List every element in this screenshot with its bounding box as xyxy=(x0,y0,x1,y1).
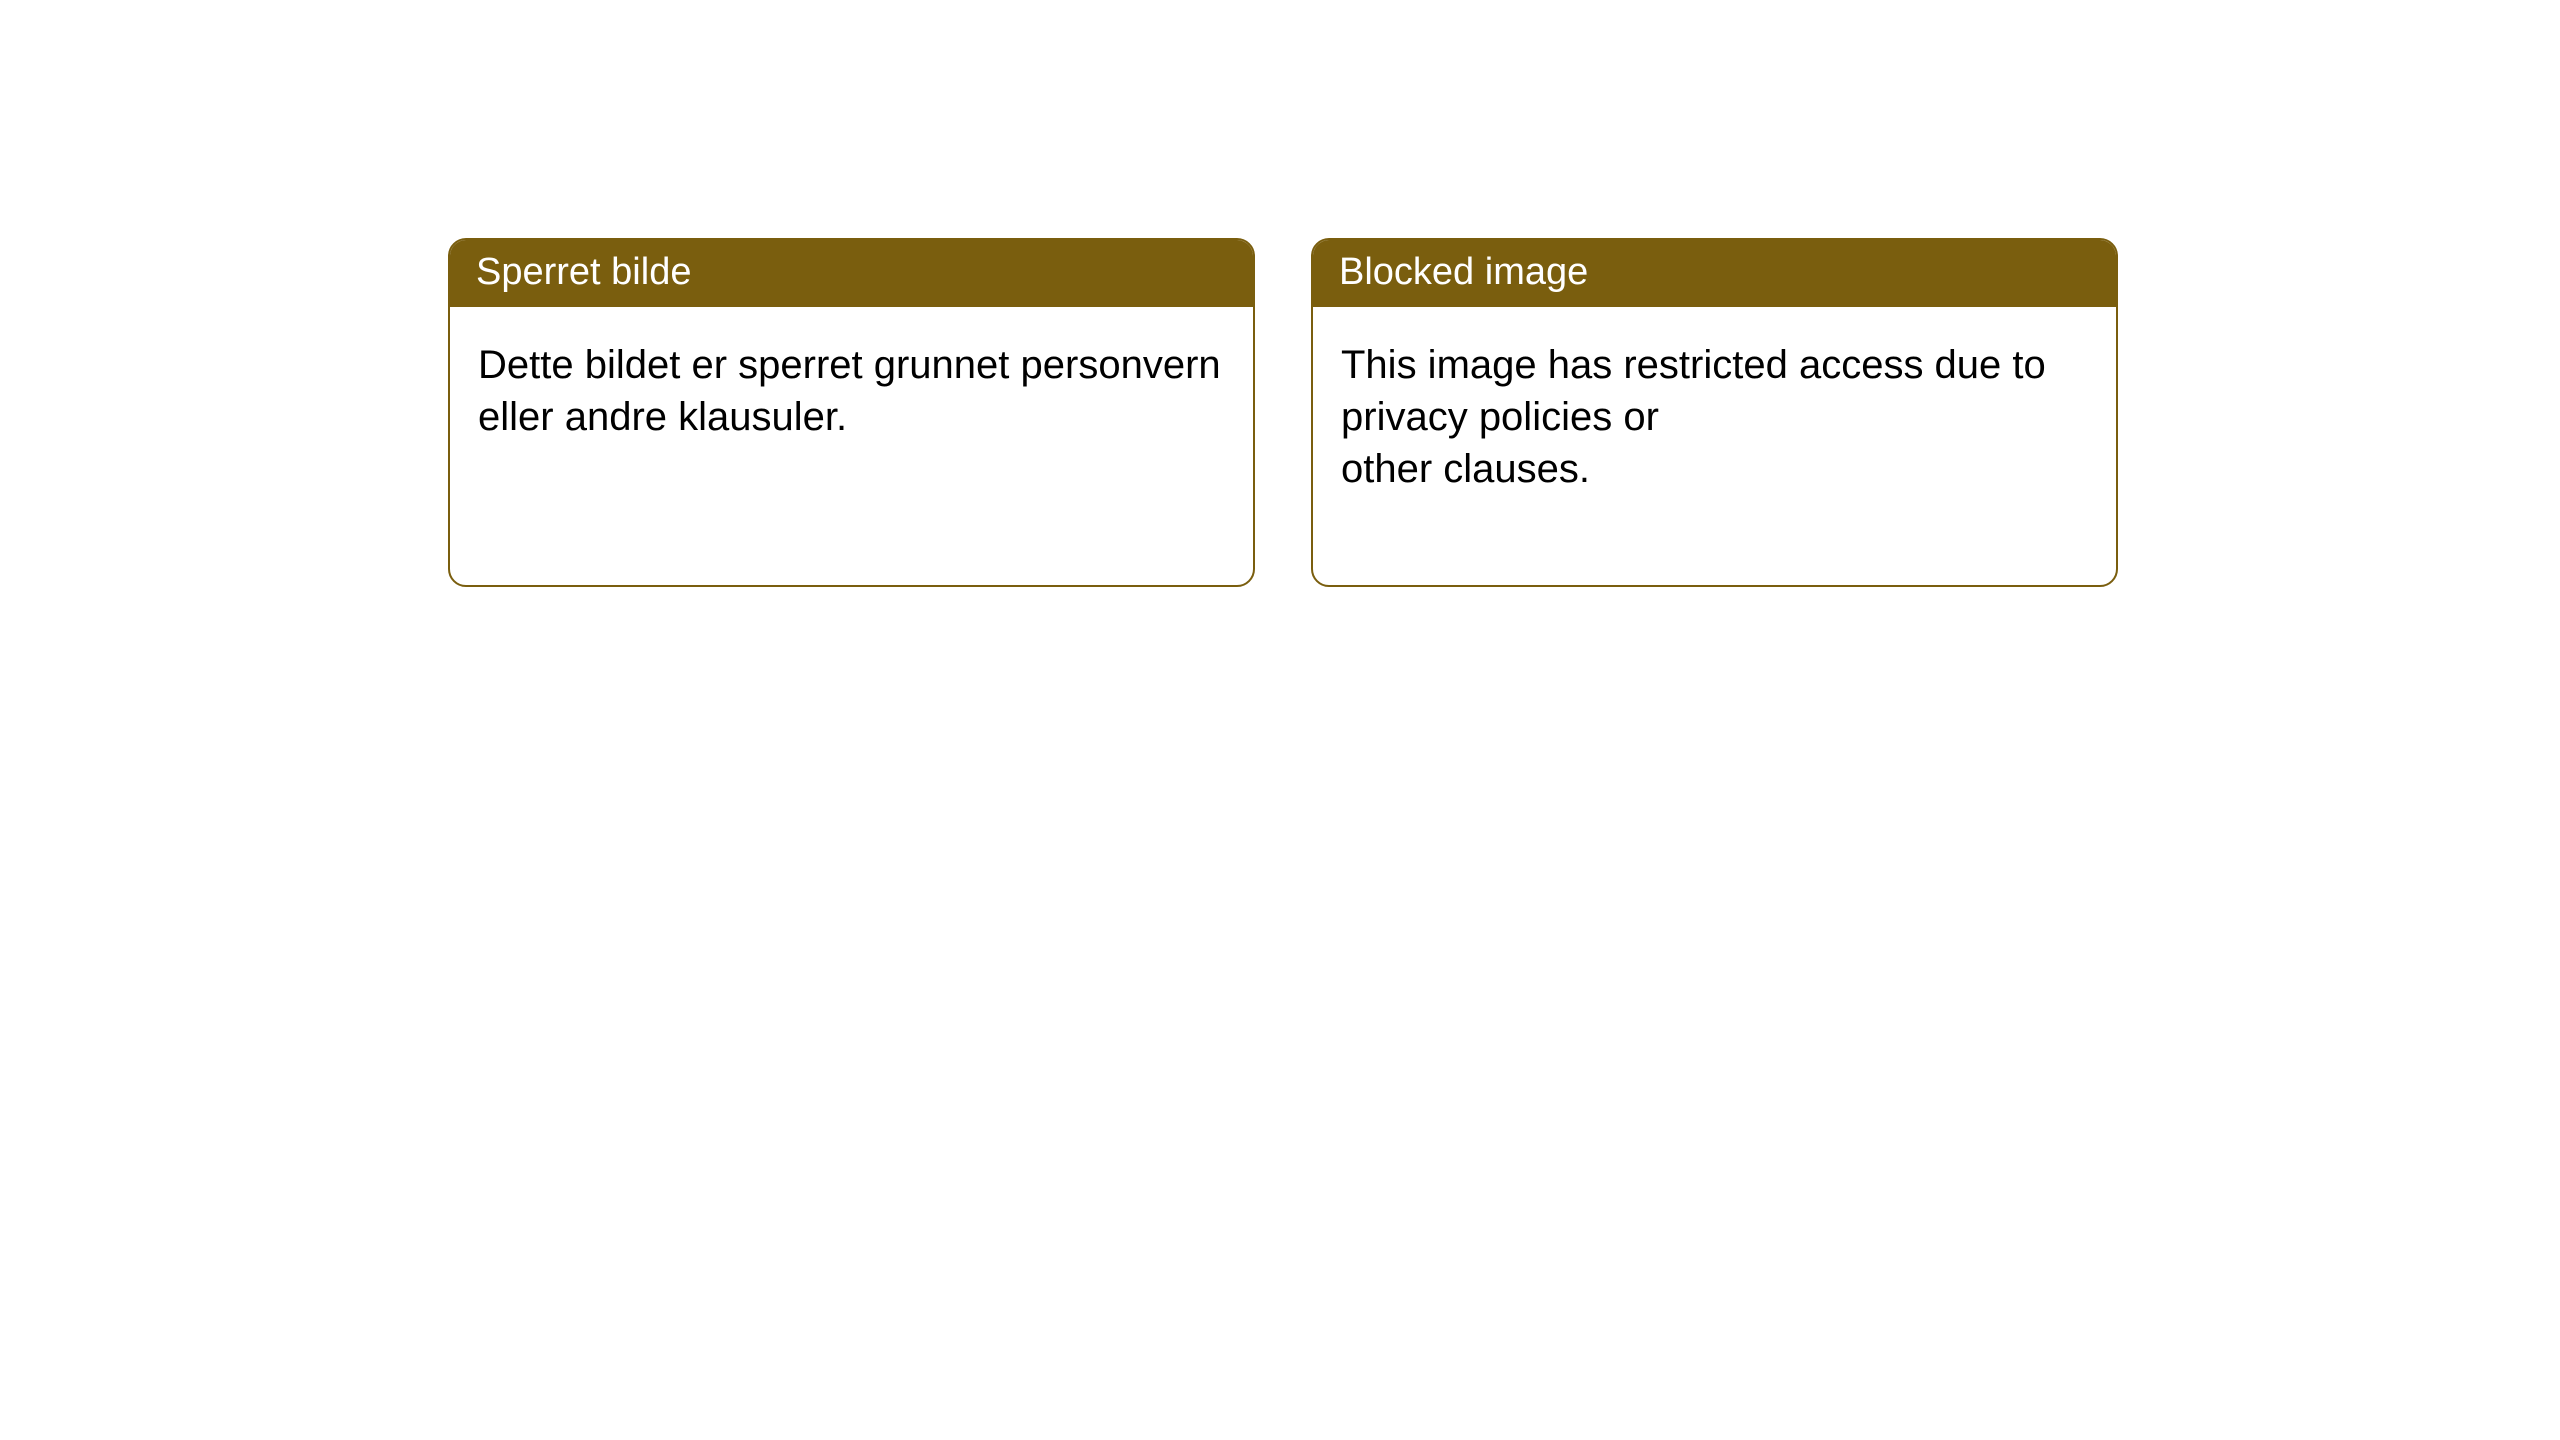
notice-title-english: Blocked image xyxy=(1313,240,2116,307)
notice-container: Sperret bilde Dette bildet er sperret gr… xyxy=(0,0,2560,587)
notice-title-norwegian: Sperret bilde xyxy=(450,240,1253,307)
notice-card-norwegian: Sperret bilde Dette bildet er sperret gr… xyxy=(448,238,1255,587)
notice-card-english: Blocked image This image has restricted … xyxy=(1311,238,2118,587)
notice-body-english: This image has restricted access due to … xyxy=(1313,307,2116,585)
notice-body-norwegian: Dette bildet er sperret grunnet personve… xyxy=(450,307,1253,533)
